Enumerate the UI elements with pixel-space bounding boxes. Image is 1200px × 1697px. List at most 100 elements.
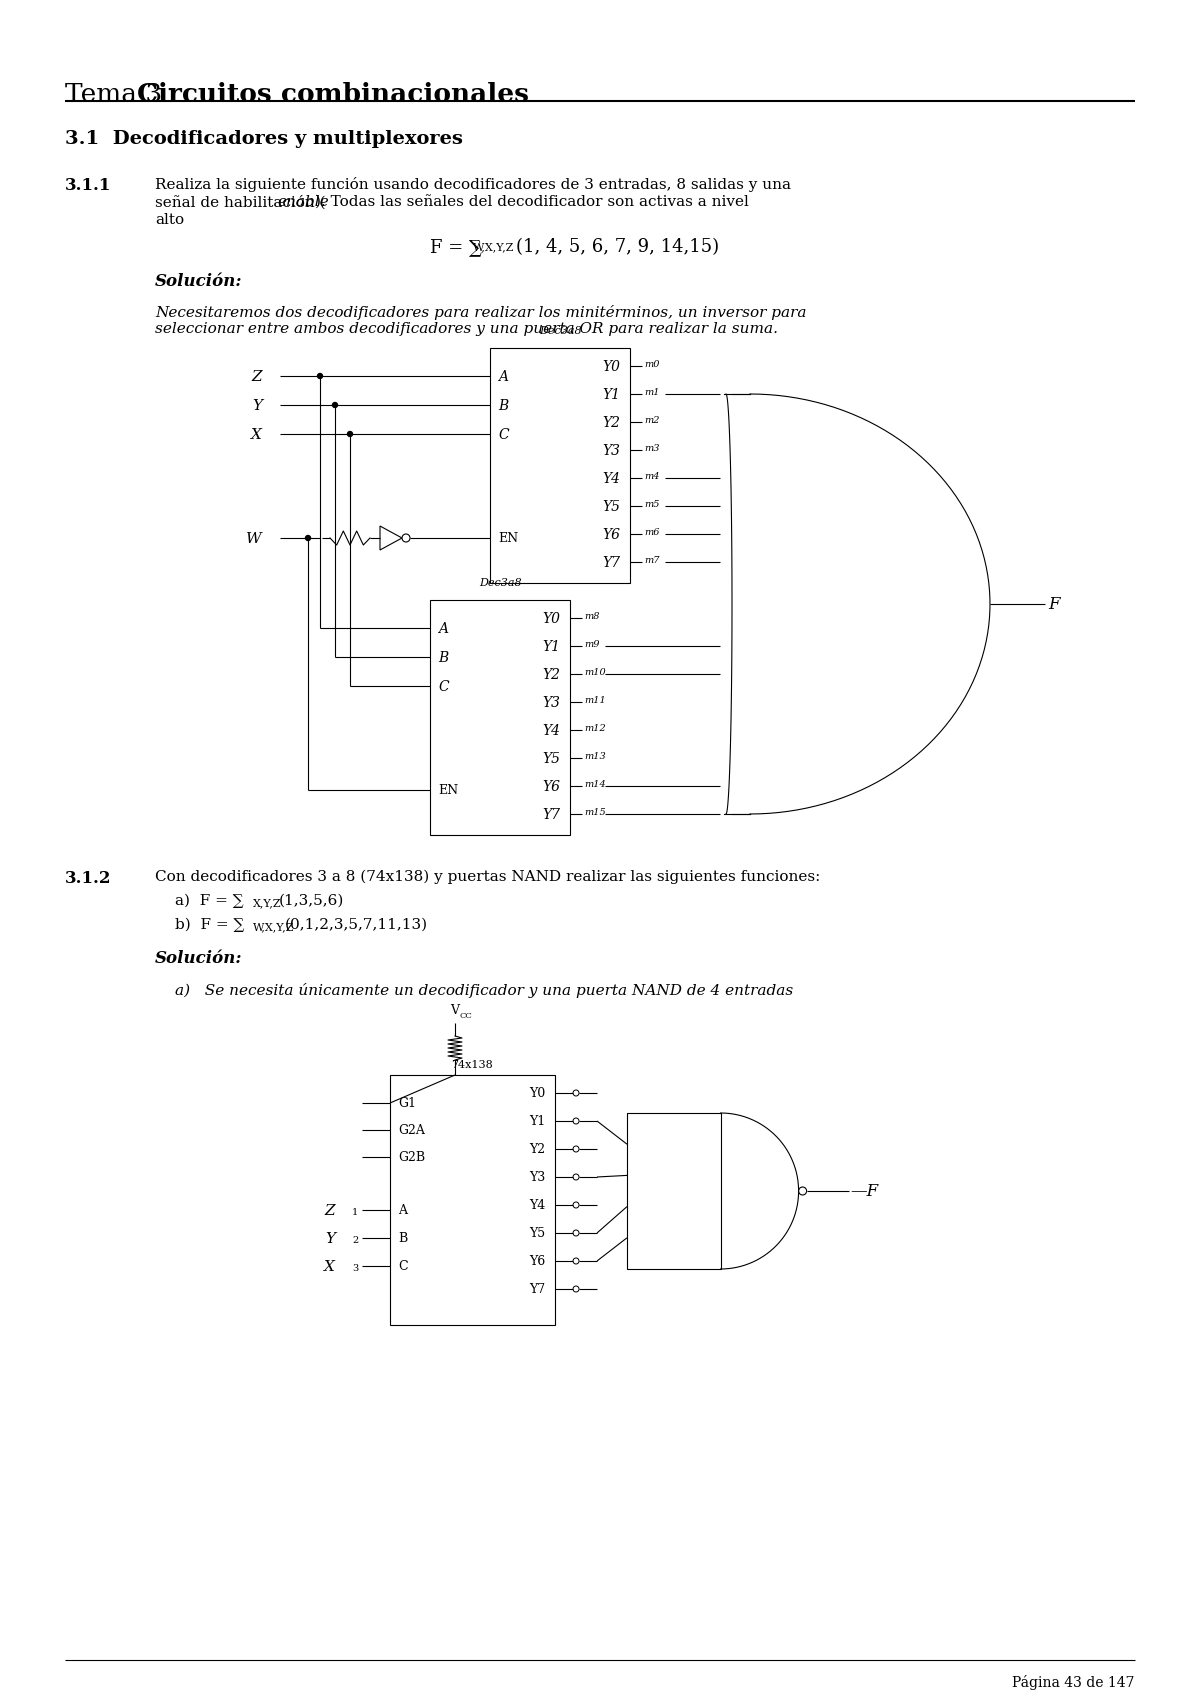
Text: Y0: Y0: [602, 360, 620, 373]
Text: Y5: Y5: [529, 1227, 545, 1241]
Text: G2B: G2B: [398, 1151, 425, 1164]
Circle shape: [348, 431, 353, 436]
Text: F: F: [1048, 596, 1060, 613]
Text: Tema 3: Tema 3: [65, 81, 179, 107]
Bar: [430, 601, 570, 835]
Bar: [490, 348, 630, 584]
Text: Y1: Y1: [529, 1115, 545, 1129]
Text: Y3: Y3: [529, 1171, 545, 1185]
Text: Y2: Y2: [529, 1144, 545, 1156]
Text: Y2: Y2: [542, 669, 560, 682]
Text: m1: m1: [644, 389, 660, 397]
Text: Y2: Y2: [602, 416, 620, 429]
Text: EN: EN: [498, 531, 518, 545]
Text: m13: m13: [584, 752, 606, 760]
Text: Y6: Y6: [602, 528, 620, 541]
Text: (1, 4, 5, 6, 7, 9, 14,15): (1, 4, 5, 6, 7, 9, 14,15): [516, 238, 719, 256]
Text: m4: m4: [644, 472, 660, 480]
Text: Necesitaremos dos decodificadores para realizar los minitérminos, un inversor pa: Necesitaremos dos decodificadores para r…: [155, 305, 806, 321]
Text: m14: m14: [584, 781, 606, 789]
Text: A: A: [398, 1203, 407, 1217]
Text: W,X,Y,Z: W,X,Y,Z: [253, 921, 294, 932]
Text: G1: G1: [398, 1096, 416, 1110]
Text: m3: m3: [644, 445, 660, 453]
Text: Y4: Y4: [542, 725, 560, 738]
Text: X,Y,Z: X,Y,Z: [253, 898, 282, 908]
Text: b)  F = ∑: b) F = ∑: [175, 918, 245, 932]
Text: X: X: [324, 1259, 335, 1274]
Circle shape: [318, 373, 323, 378]
Text: C: C: [438, 680, 449, 694]
Text: 3.1  Decodificadores y multiplexores: 3.1 Decodificadores y multiplexores: [65, 131, 463, 148]
Text: Y: Y: [252, 399, 262, 412]
Text: m0: m0: [644, 360, 660, 368]
Text: alto: alto: [155, 214, 184, 227]
Text: 3.1.1: 3.1.1: [65, 176, 112, 193]
Text: Y4: Y4: [602, 472, 620, 485]
Text: Y7: Y7: [602, 557, 620, 570]
Text: a)  F = ∑: a) F = ∑: [175, 894, 244, 908]
Text: m9: m9: [584, 640, 600, 648]
Text: Z: Z: [251, 370, 262, 384]
Text: 3.1.2: 3.1.2: [65, 871, 112, 888]
Text: 1: 1: [352, 1208, 359, 1217]
Text: m2: m2: [644, 416, 660, 424]
Text: m5: m5: [644, 501, 660, 509]
Text: Y6: Y6: [542, 781, 560, 794]
Text: W,X,Y,Z: W,X,Y,Z: [473, 243, 515, 251]
Text: B: B: [438, 652, 449, 665]
Text: Con decodificadores 3 a 8 (74x138) y puertas NAND realizar las siguientes funcio: Con decodificadores 3 a 8 (74x138) y pue…: [155, 871, 821, 884]
Text: 74x138: 74x138: [451, 1061, 493, 1071]
Text: m15: m15: [584, 808, 606, 816]
Text: Dec3a8: Dec3a8: [479, 579, 521, 587]
Text: Solución:: Solución:: [155, 273, 242, 290]
Bar: [390, 1074, 554, 1325]
Text: Y5: Y5: [602, 501, 620, 514]
Text: (1,3,5,6): (1,3,5,6): [278, 894, 344, 908]
Text: F = ∑: F = ∑: [430, 238, 482, 256]
Text: Y1: Y1: [542, 640, 560, 653]
Text: Y: Y: [325, 1232, 335, 1246]
Text: Z: Z: [324, 1203, 335, 1218]
Text: Y4: Y4: [529, 1200, 545, 1212]
Text: A: A: [438, 623, 448, 636]
Text: m11: m11: [584, 696, 606, 704]
Text: seleccionar entre ambos decodificadores y una puerta OR para realizar la suma.: seleccionar entre ambos decodificadores …: [155, 322, 778, 336]
Text: Página 43 de 147: Página 43 de 147: [1013, 1675, 1135, 1690]
Text: enable: enable: [277, 195, 329, 209]
Text: m10: m10: [584, 669, 606, 677]
Text: Y3: Y3: [542, 696, 560, 709]
Text: Y6: Y6: [529, 1256, 545, 1268]
Text: V: V: [450, 1005, 458, 1017]
Text: A: A: [498, 370, 508, 384]
Text: Dec3a8: Dec3a8: [539, 326, 581, 336]
Text: G2A: G2A: [398, 1123, 425, 1137]
Text: X: X: [251, 428, 262, 441]
Text: 3: 3: [352, 1264, 359, 1273]
Circle shape: [306, 536, 311, 541]
Text: Y3: Y3: [602, 445, 620, 458]
Text: m6: m6: [644, 528, 660, 536]
Text: EN: EN: [438, 784, 458, 798]
Text: B: B: [398, 1232, 407, 1246]
Text: Realiza la siguiente función usando decodificadores de 3 entradas, 8 salidas y u: Realiza la siguiente función usando deco…: [155, 176, 791, 192]
Text: C: C: [498, 428, 509, 441]
Text: C: C: [398, 1259, 408, 1273]
Text: m7: m7: [644, 557, 660, 565]
Text: W: W: [246, 531, 262, 546]
Text: Y1: Y1: [602, 389, 620, 402]
Text: 2: 2: [352, 1235, 359, 1246]
Text: Y0: Y0: [529, 1088, 545, 1100]
Text: a)   Se necesita únicamente un decodificador y una puerta NAND de 4 entradas: a) Se necesita únicamente un decodificad…: [175, 983, 793, 998]
Text: Y0: Y0: [542, 613, 560, 626]
Text: Solución:: Solución:: [155, 950, 242, 967]
Text: m8: m8: [584, 613, 600, 621]
Bar: [628, 1113, 720, 1269]
Text: Y7: Y7: [542, 808, 560, 821]
Text: ). Todas las señales del decodificador son activas a nivel: ). Todas las señales del decodificador s…: [314, 195, 749, 209]
Text: m12: m12: [584, 725, 606, 733]
Text: Y7: Y7: [529, 1283, 545, 1297]
Text: (0,1,2,3,5,7,11,13): (0,1,2,3,5,7,11,13): [286, 918, 428, 932]
Circle shape: [332, 402, 337, 407]
Text: —F: —F: [851, 1183, 878, 1200]
